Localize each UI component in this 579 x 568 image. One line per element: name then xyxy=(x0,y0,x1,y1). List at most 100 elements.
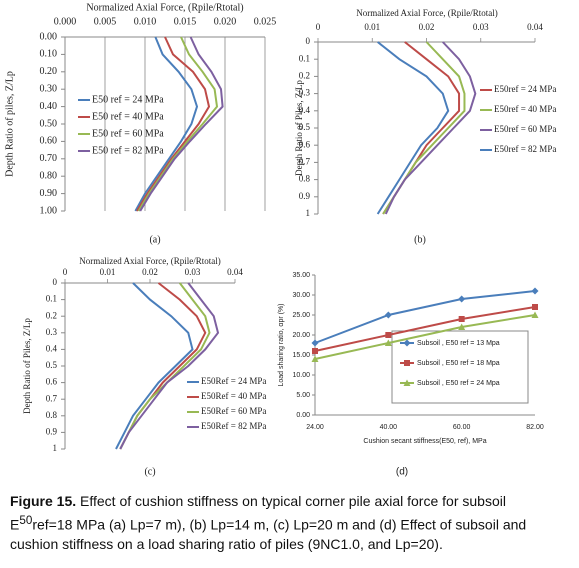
y-tick-label: 0.50 xyxy=(40,118,58,129)
x-axis-title: Cushion secant stiffness(E50, ref), MPa xyxy=(363,438,486,445)
y-axis-title: Depth Ratio of Piles, Z/Lp xyxy=(294,80,304,176)
y-tick-label: 0 xyxy=(306,36,311,46)
y-tick-label: 0.60 xyxy=(40,136,58,147)
y-tick-label: 30.00 xyxy=(292,292,310,299)
x-tick-label: 0.04 xyxy=(527,22,543,32)
y-tick-label: 0.9 xyxy=(46,426,58,436)
x-axis-title: Normalized Axial Force, (Rpile/Rtotal) xyxy=(79,256,220,266)
x-tick-label: 0.005 xyxy=(94,16,117,27)
y-tick-label: 0.70 xyxy=(40,153,58,164)
x-tick-label: 0 xyxy=(63,267,68,277)
series-line xyxy=(384,41,477,215)
marker xyxy=(311,339,319,347)
series-line xyxy=(134,36,199,212)
panel-label: (b) xyxy=(414,234,426,245)
y-tick-label: 0.8 xyxy=(299,174,311,184)
x-tick-label: 0.020 xyxy=(214,16,237,27)
y-tick-label: 1 xyxy=(53,443,58,453)
figure: (a) Normalized Axial Force, (Rpile/Rtotal… xyxy=(4,2,556,478)
marker xyxy=(312,348,318,354)
x-tick-label: 0 xyxy=(316,22,321,32)
x-axis-title: Normalized Axial Force, (Rpile/Rtotal) xyxy=(356,8,497,18)
series-line xyxy=(314,290,536,344)
x-tick-label: 60.00 xyxy=(453,424,471,431)
x-tick-label: 0.03 xyxy=(185,267,201,277)
chart: (c) Normalized Axial Force, (Rpile/Rtotal… xyxy=(22,256,266,477)
panel-label: (a) xyxy=(149,234,160,245)
x-tick-label: 0.04 xyxy=(227,267,243,277)
marker xyxy=(531,311,539,318)
y-tick-label: 0.2 xyxy=(299,70,310,80)
y-tick-label: 0.00 xyxy=(40,31,58,42)
legend-label: E50ref = 40 MPa xyxy=(494,104,556,114)
y-tick-label: 0.00 xyxy=(296,412,310,419)
x-tick-label: 0.010 xyxy=(134,16,157,27)
x-tick-label: 0.02 xyxy=(419,22,435,32)
y-tick-label: 0.5 xyxy=(46,360,58,370)
legend-box xyxy=(391,330,529,404)
x-tick-label: 0.000 xyxy=(54,16,77,27)
y-tick-label: 10.00 xyxy=(292,372,310,379)
legend-label: E50Ref = 82 MPa xyxy=(201,421,266,431)
y-tick-label: 0.20 xyxy=(40,66,58,77)
marker xyxy=(458,316,465,322)
y-tick-label: 0.6 xyxy=(46,377,58,387)
y-tick-label: 0.10 xyxy=(40,49,58,60)
series-line xyxy=(314,314,536,360)
y-tick-label: 0.40 xyxy=(40,101,58,112)
y-tick-label: 0.80 xyxy=(40,170,58,181)
series-line xyxy=(136,36,211,212)
x-tick-label: 0.01 xyxy=(100,267,116,277)
y-tick-label: 0.6 xyxy=(299,139,311,149)
caption: Figure 15. Effect of cushion stiffness o… xyxy=(10,492,572,554)
x-tick-label: 0.03 xyxy=(473,22,489,32)
chart: (a) Normalized Axial Force, (Rpile/Rtotal… xyxy=(4,2,276,245)
legend-label: E50ref = 82 MPa xyxy=(494,144,556,154)
legend-marker xyxy=(403,339,411,347)
y-tick-label: 0.3 xyxy=(46,327,58,337)
series-line xyxy=(119,282,211,450)
legend-label: E50Ref = 24 MPa xyxy=(201,376,266,386)
x-tick-label: 0.02 xyxy=(142,267,158,277)
y-tick-label: 0.90 xyxy=(40,188,58,199)
x-tick-label: 0.01 xyxy=(364,22,380,32)
y-tick-label: 20.00 xyxy=(292,332,310,339)
y-tick-label: 0.9 xyxy=(299,191,311,201)
caption-rest: ref=18 MPa (a) Lp=7 m), (b) Lp=14 m, (c)… xyxy=(10,516,527,552)
y-tick-label: 0.5 xyxy=(299,122,311,132)
marker xyxy=(384,311,392,319)
y-tick-label: 0.8 xyxy=(46,410,58,420)
marker xyxy=(311,355,319,362)
marker xyxy=(458,295,466,303)
chart: (d) Load sharing ratio, αpr (%) Cushion se… xyxy=(278,272,544,478)
caption-sup: 50 xyxy=(19,514,33,527)
legend-marker xyxy=(404,360,410,366)
series-line xyxy=(115,282,194,450)
series-line xyxy=(139,36,224,212)
y-axis-title: Depth Ratio of Piles, Z/Lp xyxy=(22,318,32,414)
y-tick-label: 15.00 xyxy=(292,352,310,359)
y-tick-label: 0 xyxy=(53,277,58,287)
legend-label: E50 ref = 40 MPa xyxy=(92,111,164,122)
series-line xyxy=(137,36,219,212)
y-axis-title: Load sharing ratio, αpr (%) xyxy=(278,303,285,386)
legend-label: E50 ref = 60 MPa xyxy=(92,128,164,139)
legend-label: Subsoil , E50 ref = 18 Mpa xyxy=(417,360,500,367)
panel-label: (d) xyxy=(396,467,408,478)
legend-label: E50ref = 24 MPa xyxy=(494,84,556,94)
y-tick-label: 0.7 xyxy=(299,156,311,166)
legend-label: E50ref = 60 MPa xyxy=(494,124,556,134)
marker xyxy=(385,332,392,338)
y-tick-label: 0.1 xyxy=(46,294,57,304)
y-tick-label: 1.00 xyxy=(40,205,58,216)
y-tick-label: 0.7 xyxy=(46,393,58,403)
x-tick-label: 24.00 xyxy=(306,424,324,431)
legend-label: E50Ref = 60 MPa xyxy=(201,406,266,416)
x-tick-label: 0.015 xyxy=(174,16,197,27)
y-axis-title: Depth Ratio of piles, Z/Lp xyxy=(4,71,15,177)
marker xyxy=(532,304,538,310)
y-tick-label: 25.00 xyxy=(292,312,310,319)
y-tick-label: 0.2 xyxy=(46,310,57,320)
legend-label: Subsoil , E50 ref = 13 Mpa xyxy=(417,340,500,347)
